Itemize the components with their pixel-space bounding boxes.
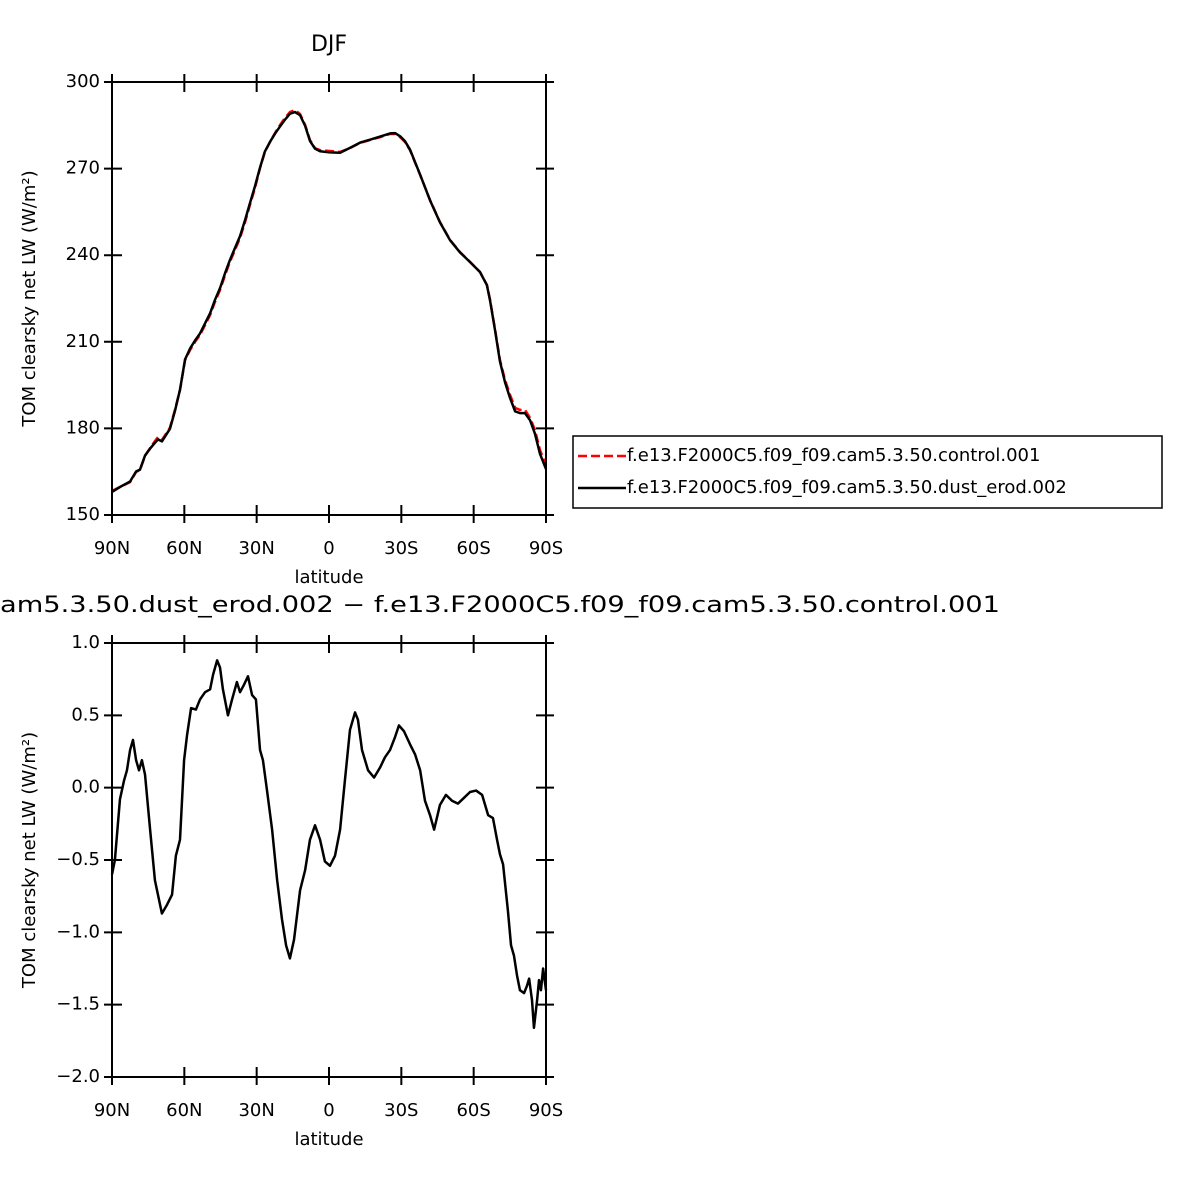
legend-frame bbox=[572, 435, 1163, 509]
y-tick-label: 150 bbox=[66, 504, 100, 525]
x-tick-label: 60S bbox=[456, 1100, 490, 1121]
y-tick-label: −0.5 bbox=[56, 849, 100, 870]
x-tick-label: 0 bbox=[323, 1100, 334, 1121]
y-tick-label: −2.0 bbox=[56, 1066, 100, 1087]
y-tick-label: 300 bbox=[66, 71, 100, 92]
y-tick-label: 0.5 bbox=[71, 704, 100, 725]
x-tick-label: 30S bbox=[384, 538, 418, 559]
y-axis-label: TOM clearsky net LW (W/m²) bbox=[19, 732, 40, 989]
y-axis-label: TOM clearsky net LW (W/m²) bbox=[19, 170, 40, 427]
y-tick-label: 270 bbox=[66, 158, 100, 179]
y-tick-label: 0.0 bbox=[71, 777, 100, 798]
legend-label: f.e13.F2000C5.f09_f09.cam5.3.50.control.… bbox=[627, 445, 1040, 466]
legend-label: f.e13.F2000C5.f09_f09.cam5.3.50.dust_ero… bbox=[627, 477, 1067, 498]
y-tick-label: 180 bbox=[66, 417, 100, 438]
plot-frame bbox=[111, 81, 547, 516]
x-tick-label: 90N bbox=[94, 1100, 130, 1121]
chart-title: am5.3.50.dust_erod.002 − f.e13.F2000C5.f… bbox=[0, 593, 1000, 618]
chart-title: DJF bbox=[311, 32, 347, 57]
x-axis-label: latitude bbox=[294, 1129, 363, 1150]
x-tick-label: 30N bbox=[238, 538, 274, 559]
data-line bbox=[111, 108, 548, 493]
y-tick-label: 240 bbox=[66, 244, 100, 265]
data-line bbox=[111, 110, 548, 493]
y-tick-label: 1.0 bbox=[71, 632, 100, 653]
y-tick-label: 210 bbox=[66, 331, 100, 352]
y-tick-label: −1.0 bbox=[56, 921, 100, 942]
x-tick-label: 60N bbox=[166, 538, 202, 559]
plot-frame bbox=[111, 642, 547, 1078]
x-axis-label: latitude bbox=[294, 567, 363, 588]
x-tick-label: 60S bbox=[456, 538, 490, 559]
x-tick-label: 90S bbox=[529, 538, 563, 559]
x-tick-label: 90N bbox=[94, 538, 130, 559]
data-line bbox=[110, 659, 548, 1030]
x-tick-label: 60N bbox=[166, 1100, 202, 1121]
x-tick-label: 30N bbox=[238, 1100, 274, 1121]
x-tick-label: 0 bbox=[323, 538, 334, 559]
x-tick-label: 90S bbox=[529, 1100, 563, 1121]
y-tick-label: −1.5 bbox=[56, 994, 100, 1015]
x-tick-label: 30S bbox=[384, 1100, 418, 1121]
